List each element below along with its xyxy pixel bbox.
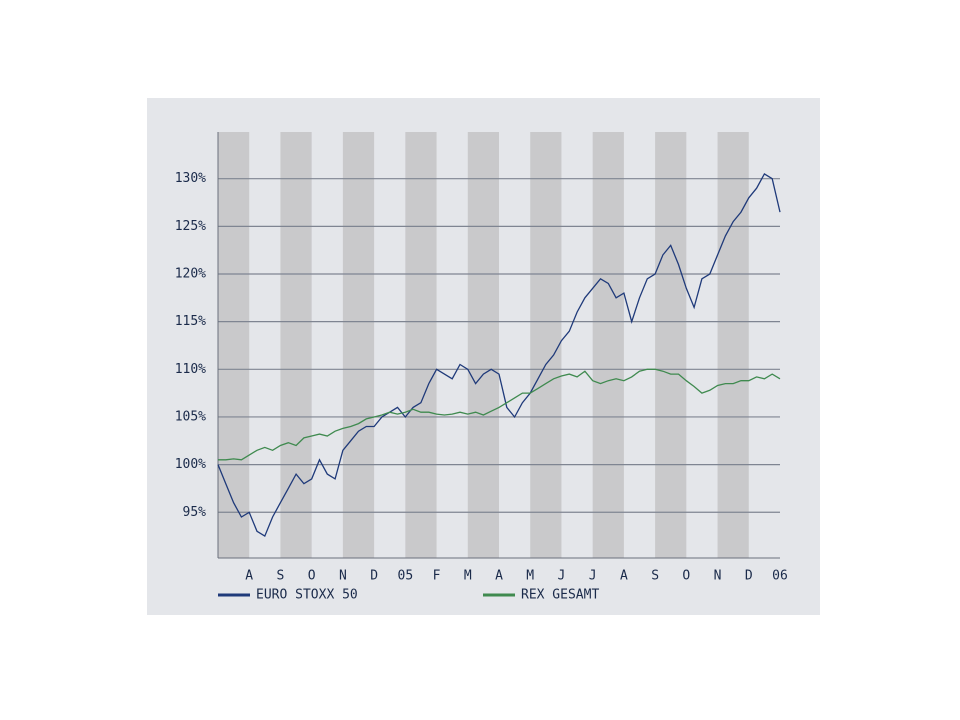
x-tick-label: 06 (772, 569, 788, 584)
y-tick-label: 100% (175, 457, 206, 472)
x-tick-label: A (245, 569, 253, 584)
x-tick-label: M (464, 569, 472, 584)
x-tick-label: A (495, 569, 503, 584)
x-tick-label: S (651, 569, 659, 584)
lines (217, 172, 781, 538)
x-tick-label: M (526, 569, 534, 584)
x-tick-label: 05 (398, 569, 414, 584)
y-tick-label: 105% (175, 409, 206, 424)
series-line (218, 368, 781, 461)
x-tick-label: J (589, 569, 597, 584)
month-band (592, 132, 624, 558)
month-band (530, 132, 562, 558)
x-tick-label: D (745, 569, 753, 584)
month-bands (218, 132, 749, 558)
x-tick-label: N (339, 569, 347, 584)
month-band (405, 132, 437, 558)
x-tick-label: F (433, 569, 441, 584)
legend-label: REX GESAMT (521, 588, 599, 603)
grid (218, 178, 780, 513)
month-band (717, 132, 749, 558)
labels: 95% 100% 105% 110% 115% 120% 125% 130% A S O N D 05 F M… (175, 171, 788, 602)
month-band (342, 132, 375, 558)
x-tick-label: A (620, 569, 628, 584)
series-line (217, 172, 781, 538)
x-tick-label: O (308, 569, 316, 584)
month-band (655, 132, 687, 558)
y-tick-label: 110% (175, 362, 206, 377)
x-tick-label: D (370, 569, 378, 584)
x-tick-label: O (682, 569, 690, 584)
y-tick-label: 95% (183, 505, 207, 520)
month-band (218, 132, 250, 558)
x-tick-label: S (277, 569, 285, 584)
y-tick-label: 115% (175, 314, 206, 329)
y-tick-label: 130% (175, 171, 206, 186)
y-tick-label: 125% (175, 219, 206, 234)
month-band (280, 132, 312, 558)
x-tick-label: J (558, 569, 566, 584)
y-tick-label: 120% (175, 267, 206, 282)
x-tick-label: N (714, 569, 722, 584)
legend-label: EURO STOXX 50 (256, 588, 358, 603)
month-band (467, 132, 499, 558)
